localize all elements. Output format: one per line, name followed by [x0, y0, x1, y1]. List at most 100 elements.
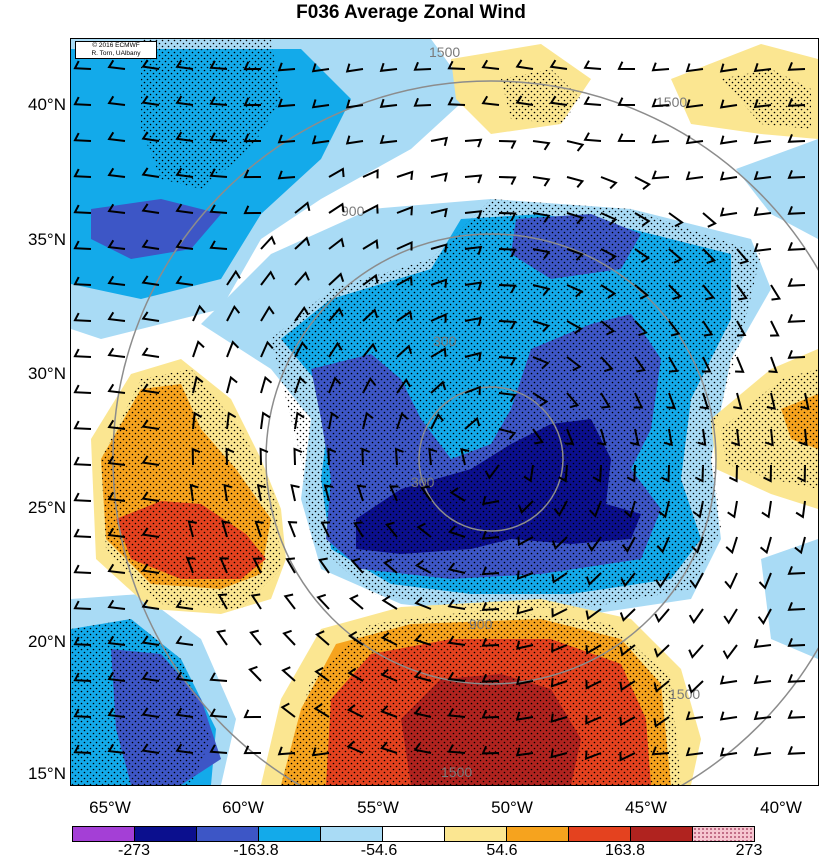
- wind-barb: [356, 484, 367, 502]
- wind-barb: [294, 271, 310, 286]
- wind-barb: [107, 347, 126, 358]
- wind-barb: [318, 557, 330, 574]
- wind-barb: [634, 284, 650, 300]
- wind-barb: [498, 356, 517, 366]
- wind-barb: [175, 131, 194, 142]
- wind-barb: [532, 212, 551, 223]
- wind-barb: [460, 448, 470, 466]
- wind-barb: [396, 378, 412, 394]
- wind-barb: [252, 557, 262, 574]
- shading-dark-blue-nw: [91, 199, 221, 259]
- wind-barb: [481, 709, 500, 719]
- wind-barb: [719, 99, 738, 109]
- wind-barb: [107, 131, 126, 142]
- wind-barb: [753, 206, 772, 217]
- wind-barb: [73, 528, 92, 538]
- wind-barb: [328, 202, 345, 214]
- wind-barb: [583, 132, 602, 142]
- ring-label-1500-ne: 1500: [656, 94, 687, 110]
- wind-barb: [73, 708, 92, 718]
- wind-barb: [551, 572, 568, 584]
- wind-barb: [630, 428, 640, 447]
- wind-barb: [757, 608, 772, 625]
- wind-barb: [380, 741, 398, 754]
- wind-barb: [277, 62, 296, 72]
- wind-barb: [702, 320, 714, 337]
- wind-barb: [723, 608, 738, 625]
- lon-label-40w: 40°W: [760, 798, 802, 817]
- wind-barb: [660, 464, 670, 483]
- wind-barb: [654, 608, 670, 624]
- wind-barb: [685, 63, 704, 73]
- wind-barb: [315, 630, 330, 646]
- wind-barb: [141, 527, 160, 538]
- lon-label-55w: 55°W: [357, 798, 399, 817]
- wind-barb: [685, 711, 704, 721]
- wind-barb: [770, 320, 780, 337]
- wind-barb: [209, 744, 228, 754]
- wind-barb: [221, 520, 231, 538]
- wind-barb: [362, 239, 379, 250]
- stipple-east: [721, 369, 818, 489]
- colorbar-swatch-1: [135, 827, 197, 841]
- wind-barb: [73, 132, 92, 142]
- wind-barb: [107, 455, 126, 466]
- wind-barb: [787, 746, 806, 755]
- colorbar-swatch-4: [321, 827, 383, 841]
- wind-barb: [464, 385, 481, 396]
- wind-barb: [250, 593, 262, 610]
- credit-line-1: © 2016 ECMWF: [92, 42, 140, 49]
- wind-barb: [447, 525, 466, 538]
- colorbar-label-neg54: -54.6: [360, 842, 398, 859]
- wind-barb: [787, 314, 806, 323]
- wind-barb: [758, 572, 772, 590]
- wind-barb: [668, 356, 679, 373]
- wind-barb: [73, 384, 92, 394]
- wind-barb: [277, 746, 296, 756]
- wind-barb: [658, 500, 670, 519]
- wind-barb: [107, 419, 126, 430]
- wind-barb: [141, 311, 160, 322]
- wind-barb: [277, 134, 296, 144]
- wind-barb: [362, 308, 379, 322]
- colorbar-swatch-0: [73, 827, 135, 841]
- wind-barb: [316, 593, 330, 610]
- wind-barb: [481, 602, 500, 611]
- wind-barb: [192, 375, 204, 394]
- wind-barb: [175, 95, 194, 106]
- wind-barb: [362, 168, 379, 179]
- wind-barb: [430, 172, 448, 182]
- wind-barb: [691, 536, 704, 554]
- wind-barb: [175, 275, 194, 286]
- wind-barb: [736, 284, 748, 301]
- wind-barb: [396, 344, 413, 358]
- wind-barb: [701, 356, 712, 373]
- credit-box: © 2016 ECMWF R. Torn, UAlbany: [75, 41, 157, 59]
- wind-barb: [379, 98, 398, 108]
- colorbar-label-273: 273: [735, 842, 763, 859]
- wind-barb: [107, 671, 126, 682]
- wind-barb: [464, 281, 483, 291]
- wind-barb: [414, 596, 432, 610]
- wind-barb: [345, 63, 364, 73]
- range-ring-300: [418, 386, 564, 532]
- wind-barb: [523, 464, 534, 483]
- wind-barb: [687, 680, 704, 694]
- wind-barb: [345, 99, 364, 109]
- wind-barb: [73, 168, 92, 178]
- ring-label-1500-n: 1500: [429, 44, 460, 60]
- lon-label-50w: 50°W: [491, 798, 533, 817]
- wind-barb: [73, 240, 92, 250]
- wind-barb: [733, 392, 743, 410]
- lon-label-65w: 65°W: [89, 798, 131, 817]
- wind-barb: [209, 132, 228, 142]
- wind-barb: [481, 745, 500, 755]
- wind-barb: [73, 744, 92, 754]
- wind-barb: [583, 60, 602, 70]
- wind-barb: [685, 99, 704, 109]
- wind-barb: [692, 500, 704, 519]
- wind-barb: [787, 674, 806, 683]
- wind-barb: [328, 341, 343, 358]
- wind-barb: [770, 284, 782, 301]
- wind-barb: [787, 170, 806, 179]
